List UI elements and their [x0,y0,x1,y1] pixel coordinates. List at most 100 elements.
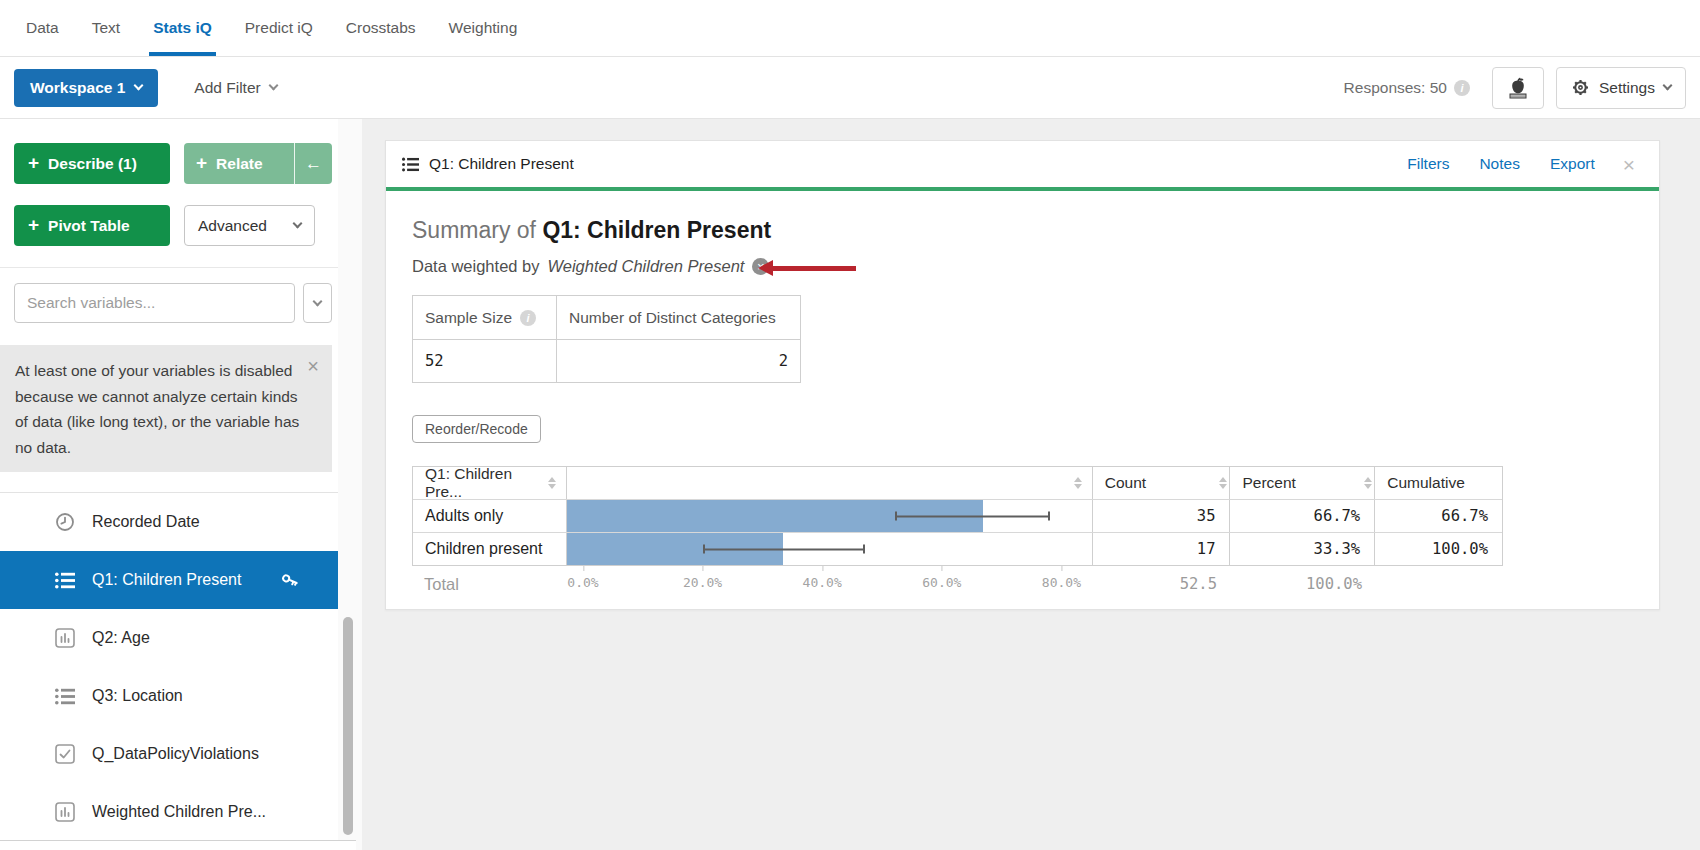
settings-button[interactable]: Settings [1556,67,1686,109]
describe-button[interactable]: + Describe (1) [14,143,170,184]
count-value: 35 [1093,500,1231,532]
apple-book-icon [1505,74,1531,101]
percent-axis: 0.0% 20.0% 40.0% 60.0% 80.0% [566,566,1093,602]
search-options-dropdown[interactable] [303,283,332,323]
stats-value-row: 52 2 [413,339,800,382]
axis-tick: 20.0% [683,575,722,590]
total-row: Total 0.0% 20.0% 40.0% 60.0% 80.0% 52.5 … [412,566,1503,602]
variable-item-q1-children-present[interactable]: Q1: Children Present [0,551,338,609]
variable-label: Q2: Age [92,629,150,647]
summary-heading: Summary of Q1: Children Present [412,217,771,244]
error-bar [895,512,1050,521]
distinct-categories-value: 2 [779,352,788,370]
variable-label: Q3: Location [92,687,183,705]
category-label: Children present [425,540,542,558]
collapse-arrow-button[interactable]: ← [295,143,332,184]
relate-button[interactable]: + Relate [184,143,295,184]
chevron-down-icon [313,296,323,306]
distinct-categories-header-cell: Number of Distinct Categories [557,296,800,339]
close-icon[interactable]: × [307,356,319,376]
gear-icon [1571,78,1590,97]
summary-prefix: Summary of [412,217,536,243]
tab-text[interactable]: Text [92,0,120,56]
tab-weighting[interactable]: Weighting [449,0,518,56]
notes-link[interactable]: Notes [1479,155,1520,173]
main-content: + Describe (1) + Relate ← + Pivot Table … [0,119,1700,850]
axis-tick: 0.0% [567,575,598,590]
variable-item-q-datapolicyviolations[interactable]: Q_DataPolicyViolations [0,725,338,783]
variable-label: Recorded Date [92,513,200,531]
tab-data[interactable]: Data [26,0,59,56]
responses-count: Responses: 50 i [1344,79,1470,97]
weighted-variable: Weighted Children Present [548,257,745,276]
variable-label: Q1: Children Present [92,571,241,589]
list-icon [402,157,419,172]
summary-variable: Q1: Children Present [542,217,771,243]
advanced-label: Advanced [198,217,267,235]
tab-predict-iq[interactable]: Predict iQ [245,0,313,56]
settings-label: Settings [1599,79,1655,97]
learning-resources-button[interactable] [1492,67,1544,109]
sort-icon[interactable] [548,477,556,489]
table-row: Adults only 35 66.7% 66.7% [413,499,1502,532]
variable-item-weighted-children-present[interactable]: Weighted Children Pre... [0,783,338,841]
sort-icon[interactable] [1219,477,1227,489]
pivot-table-label: Pivot Table [48,217,130,235]
sample-size-header-cell: Sample Size i [413,296,557,339]
weighted-prefix: Data weighted by [412,257,540,276]
close-card-icon[interactable]: × [1623,154,1635,175]
advanced-dropdown[interactable]: Advanced [184,205,315,246]
plus-icon: + [28,215,39,234]
percent-value: 33.3% [1230,533,1375,565]
variable-item-recorded-date[interactable]: Recorded Date [0,493,338,551]
card-body: Summary of Q1: Children Present Data wei… [386,191,1659,610]
chevron-down-icon [1663,81,1673,91]
variable-label: Q_DataPolicyViolations [92,745,259,763]
variable-item-q3-location[interactable]: Q3: Location [0,667,338,725]
left-arrow-icon: ← [305,154,322,174]
cumulative-column-header: Cumulative [1387,474,1465,492]
sidebar-bottom-strip [0,840,356,850]
stats-header-row: Sample Size i Number of Distinct Categor… [413,296,800,339]
variable-list: Recorded Date Q1: Children Present [0,492,338,841]
sidebar-scrollbar[interactable] [343,617,353,835]
bar-chart-icon [55,802,75,822]
disabled-variables-warning: At least one of your variables is disabl… [0,345,332,472]
reorder-recode-button[interactable]: Reorder/Recode [412,415,541,443]
card-header: Q1: Children Present Filters Notes Expor… [386,141,1659,187]
responses-label: Responses: 50 [1344,79,1447,97]
describe-label: Describe (1) [48,155,137,173]
count-value: 17 [1093,533,1231,565]
analysis-card: Q1: Children Present Filters Notes Expor… [385,140,1660,610]
variable-label: Weighted Children Pre... [92,803,266,821]
checkbox-icon [55,744,75,764]
chevron-down-icon [268,81,278,91]
info-icon[interactable]: i [520,310,536,326]
add-filter-button[interactable]: Add Filter [194,79,276,97]
search-variables-input[interactable] [14,283,295,323]
tab-crosstabs[interactable]: Crosstabs [346,0,416,56]
label-column-header: Q1: Children Pre... [425,465,548,501]
info-icon[interactable]: i [1454,80,1470,96]
variable-item-q2-age[interactable]: Q2: Age [0,609,338,667]
add-filter-label: Add Filter [194,79,260,97]
error-bar [703,545,864,554]
workspace-label: Workspace 1 [30,79,125,97]
table-header-row: Q1: Children Pre... Count Percent [413,467,1502,499]
workspace-button[interactable]: Workspace 1 [14,69,158,107]
filters-link[interactable]: Filters [1407,155,1449,173]
sort-icon[interactable] [1364,477,1372,489]
tab-stats-iq[interactable]: Stats iQ [153,0,212,56]
total-label: Total [412,566,566,602]
export-link[interactable]: Export [1550,155,1595,173]
total-percent: 100.0% [1231,566,1376,602]
distinct-categories-header: Number of Distinct Categories [569,309,776,327]
plus-icon: + [28,153,39,172]
arrow-shaft [771,266,856,271]
card-title: Q1: Children Present [429,155,574,173]
cumulative-value: 66.7% [1375,500,1502,532]
chevron-down-icon [293,219,303,229]
sort-icon[interactable] [1074,477,1082,489]
sample-stats-table: Sample Size i Number of Distinct Categor… [412,295,801,383]
pivot-table-button[interactable]: + Pivot Table [14,205,170,246]
